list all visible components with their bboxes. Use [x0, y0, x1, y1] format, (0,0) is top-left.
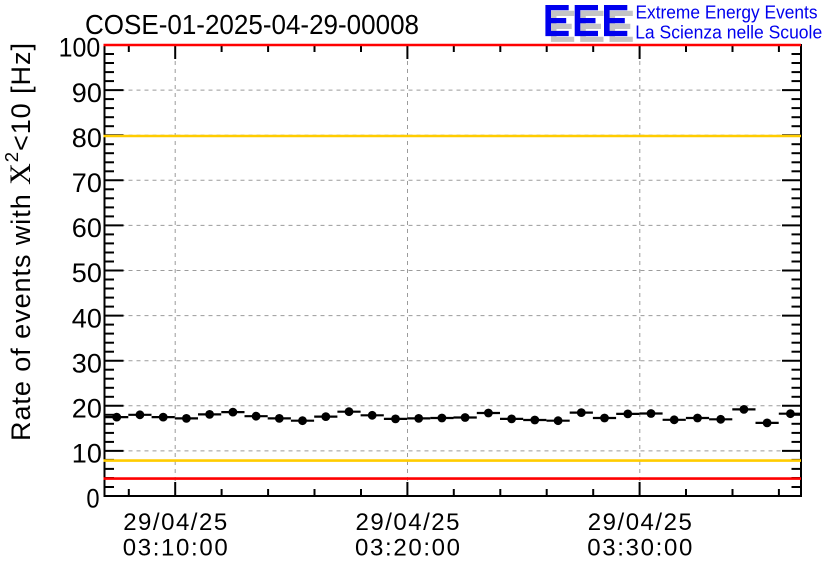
svg-text:20: 20 [72, 394, 102, 424]
svg-text:0: 0 [86, 484, 99, 514]
svg-text:100: 100 [59, 33, 101, 63]
svg-text:03:20:00: 03:20:00 [355, 535, 460, 562]
svg-text:10: 10 [72, 439, 102, 469]
svg-text:70: 70 [72, 168, 102, 198]
svg-text:03:30:00: 03:30:00 [587, 535, 692, 562]
svg-text:50: 50 [72, 258, 102, 288]
svg-text:Extreme Energy Events: Extreme Energy Events [636, 2, 818, 23]
svg-text:03:10:00: 03:10:00 [123, 535, 228, 562]
svg-text:40: 40 [72, 303, 102, 333]
svg-text:La Scienza nelle Scuole: La Scienza nelle Scuole [635, 22, 822, 43]
svg-text:COSE-01-2025-04-29-00008: COSE-01-2025-04-29-00008 [85, 9, 419, 40]
svg-text:30: 30 [72, 348, 102, 378]
svg-text:Rate of events with X2<10 [Hz]: Rate of events with X2<10 [Hz] [1, 42, 37, 441]
svg-text:90: 90 [72, 78, 102, 108]
svg-text:29/04/25: 29/04/25 [356, 509, 460, 536]
svg-text:29/04/25: 29/04/25 [588, 509, 692, 536]
svg-text:60: 60 [72, 213, 102, 243]
svg-text:80: 80 [72, 123, 102, 153]
svg-text:29/04/25: 29/04/25 [123, 509, 227, 536]
